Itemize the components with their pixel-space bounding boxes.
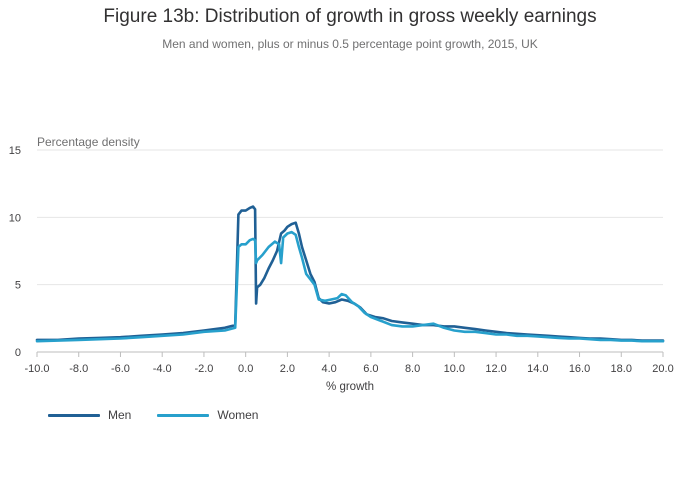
x-tick-label: -8.0 (69, 363, 88, 375)
y-tick-label: 5 (15, 280, 21, 292)
chart-subtitle: Men and women, plus or minus 0.5 percent… (162, 37, 538, 51)
x-tick-label: 10.0 (444, 363, 465, 375)
x-tick-label: 6.0 (363, 363, 378, 375)
x-tick-label: -2.0 (194, 363, 213, 375)
series-line-men (35, 205, 665, 342)
x-tick-label: -6.0 (111, 363, 130, 375)
legend-swatch-women (157, 413, 210, 417)
legend-label-women: Women (217, 408, 259, 422)
x-tick-label: -10.0 (24, 363, 49, 375)
x-tick-label: 18.0 (611, 363, 632, 375)
chart-plot: 0 5 10 15 -10.0 -8.0 -6.0 -4.0 -2.0 0.0 2.0 4.0 6.0 8… (9, 145, 674, 375)
legend: Men Women (48, 408, 258, 422)
x-tick-label: 0.0 (238, 363, 253, 375)
chart-title: Figure 13b: Distribution of growth in gr… (103, 6, 597, 27)
y-tick-label: 10 (9, 212, 21, 224)
x-tick-label: 20.0 (652, 363, 673, 375)
legend-item-men[interactable]: Men (48, 408, 131, 422)
x-axis-label: % growth (326, 381, 374, 393)
series-line-women (35, 230, 665, 343)
legend-label-men: Men (108, 408, 132, 422)
x-tick-label: 8.0 (405, 363, 420, 375)
x-tick-label: -4.0 (153, 363, 172, 375)
x-tick-label: 14.0 (527, 363, 548, 375)
x-tick-label: 16.0 (569, 363, 590, 375)
y-tick-label: 15 (9, 145, 21, 157)
x-tick-label: 2.0 (280, 363, 295, 375)
x-tick-label: 12.0 (485, 363, 506, 375)
y-tick-label: 0 (15, 347, 21, 359)
x-tick-label: 4.0 (321, 363, 336, 375)
legend-swatch-men (48, 413, 100, 417)
legend-item-women[interactable]: Women (157, 408, 258, 422)
y-axis-label: Percentage density (37, 135, 140, 149)
